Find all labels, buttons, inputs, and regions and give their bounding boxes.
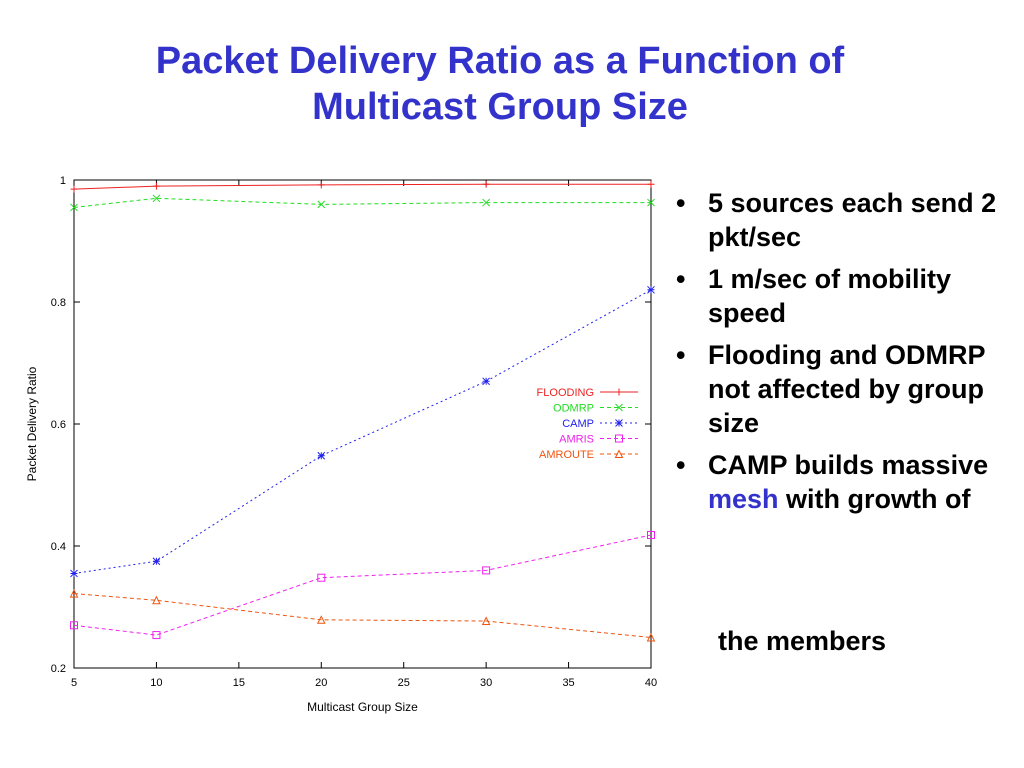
x-tick-label: 15 (233, 677, 245, 689)
legend-marker-flooding (615, 388, 623, 396)
legend-marker-amroute (614, 449, 624, 458)
bullet-continuation: the members (718, 626, 887, 656)
series-line-flooding (73, 183, 651, 190)
legend-label-camp: CAMP (562, 418, 594, 430)
data-point-amris (317, 573, 326, 582)
x-tick-label: 25 (398, 677, 410, 689)
data-point-camp (152, 557, 161, 566)
legend-label-odmrp: ODMRP (553, 403, 594, 415)
x-tick-label: 30 (480, 677, 492, 689)
bullet-text-post: with growth of (778, 484, 971, 514)
series-line-amroute (73, 593, 652, 638)
bullet-dot: • (676, 450, 686, 480)
data-point-amroute (316, 615, 326, 624)
data-point-amroute (69, 588, 79, 598)
legend-label-amris: AMRIS (559, 434, 594, 446)
data-point-amris (482, 566, 491, 575)
y-tick-label: 1 (60, 175, 66, 187)
title-line-1: Packet Delivery Ratio as a Function of (155, 40, 845, 82)
data-point-flooding (152, 182, 160, 190)
data-point-amroute (152, 595, 161, 605)
bullet-list: • 5 sources each send 2 pkt/sec • 1 m/se… (664, 186, 1014, 524)
series-line-amris (73, 534, 652, 636)
x-tick-label: 5 (71, 677, 77, 689)
data-point-amroute (481, 616, 491, 626)
y-tick-label: 0.4 (51, 541, 66, 553)
data-point-camp (482, 377, 490, 386)
legend-label-flooding: FLOODING (537, 387, 594, 399)
data-point-amroute (646, 632, 656, 642)
bullet-text-pre: CAMP builds massive (708, 450, 989, 480)
legend-marker-amris (615, 434, 623, 443)
legend-marker-odmrp (615, 403, 623, 412)
data-point-flooding (70, 185, 78, 193)
x-tick-label: 35 (562, 677, 574, 689)
series-line-odmrp (73, 197, 651, 208)
data-point-odmrp (647, 198, 655, 207)
x-axis-label: Multicast Group Size (307, 700, 418, 714)
y-tick-label: 0.8 (51, 297, 66, 309)
bullet-item: • 1 m/sec of mobility speed (664, 262, 1014, 330)
bullet-highlight-mesh: mesh (708, 484, 779, 514)
bullet-text: 5 sources each send 2 pkt/sec (708, 188, 997, 252)
data-point-odmrp (70, 203, 78, 212)
series-line-camp (73, 289, 652, 574)
bullet-text: Flooding and ODMRP not affected by group… (708, 340, 985, 438)
bullet-text: 1 m/sec of mobility speed (708, 264, 952, 328)
y-tick-label: 0.2 (51, 663, 66, 675)
bullet-item: • Flooding and ODMRP not affected by gro… (664, 338, 1014, 440)
slide-title: Packet Delivery Ratio as a Function of M… (0, 38, 1000, 130)
data-point-flooding (647, 180, 655, 188)
bullet-item: • CAMP builds massive mesh with growth o… (664, 448, 1014, 516)
data-point-amris (70, 621, 78, 630)
packet-delivery-ratio-chart: 5 10 15 20 25 30 35 40 0.2 0.4 0.6 0.8 1 Multicast Gr… (25, 175, 657, 714)
data-point-amris (647, 531, 655, 540)
bullet-dot: • (676, 340, 686, 370)
data-point-flooding (317, 181, 325, 189)
bullet-dot: • (676, 264, 686, 294)
bullet-dot: • (676, 188, 686, 218)
legend-marker-camp (615, 419, 623, 427)
title-line-2: Multicast Group Size (312, 86, 688, 128)
legend-label-amroute: AMROUTE (539, 449, 594, 461)
bullet-item: • 5 sources each send 2 pkt/sec (664, 186, 1014, 254)
x-tick-label: 10 (150, 677, 162, 689)
y-tick-label: 0.6 (51, 419, 66, 431)
y-axis-label: Packet Delivery Ratio (25, 366, 39, 481)
x-tick-label: 20 (315, 677, 327, 689)
data-point-flooding (482, 180, 490, 188)
x-tick-label: 40 (645, 677, 657, 689)
data-point-odmrp (482, 198, 490, 207)
data-point-odmrp (152, 194, 161, 203)
data-point-amris (152, 631, 161, 640)
data-point-camp (647, 285, 655, 294)
data-point-camp (70, 569, 78, 578)
data-point-camp (317, 451, 326, 460)
data-point-odmrp (317, 200, 326, 209)
